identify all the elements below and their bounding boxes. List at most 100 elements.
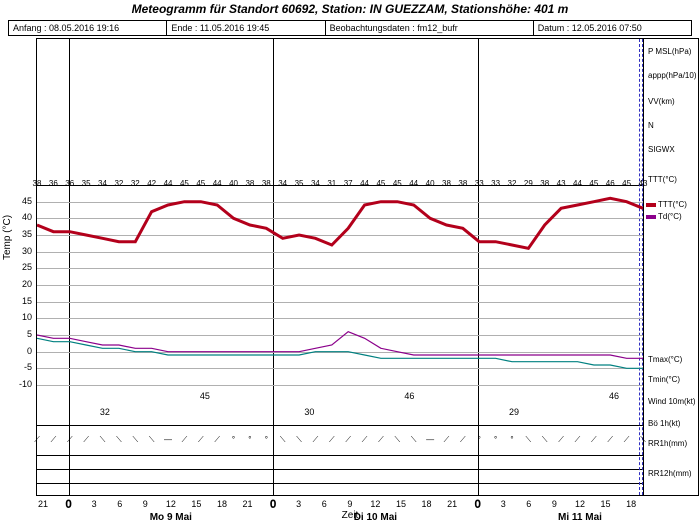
page: Meteogramm für Standort 60692, Station: … (0, 0, 700, 523)
y-tick: 45 (12, 196, 32, 206)
wind-barb: ⟋ (444, 435, 450, 445)
tmin-value: 29 (509, 407, 519, 417)
wind-barb: ° (265, 435, 268, 444)
hdr-beob: Beobachtungsdaten : fm12_bufr (326, 20, 534, 36)
x-tick: 18 (217, 499, 227, 509)
wind-barb: ⟋ (575, 435, 581, 445)
y-tick: 15 (12, 296, 32, 306)
wind-barb: ° (478, 435, 481, 444)
y-tick: -10 (12, 379, 32, 389)
x-tick: 18 (422, 499, 432, 509)
x-tick: 9 (552, 499, 557, 509)
x-tick: 21 (447, 499, 457, 509)
rlab-ttt0: TTT(°C) (648, 175, 677, 184)
hdr-ende-val: 11.05.2016 19:45 (200, 23, 269, 33)
wind-barb: ⟍ (149, 435, 155, 445)
wind-barb: ⟍ (542, 435, 548, 445)
rlab-wind: Wind 10m(kt) (648, 397, 696, 406)
legend-ttt: TTT(°C) (646, 200, 687, 209)
tmax-value: 46 (609, 391, 619, 401)
rlab-tmax: Tmax(°C) (648, 355, 682, 364)
x-tick: 21 (38, 499, 48, 509)
wind-barb: — (164, 435, 172, 444)
wind-barb: ⟋ (607, 435, 613, 445)
rlab-sigwx: SIGWX (648, 145, 675, 154)
right-label-column: P MSL(hPa) appp(hPa/10) VV(km) N SIGWX T… (644, 38, 699, 496)
hdr-ende-label: Ende : (171, 23, 197, 33)
x-tick: 3 (92, 499, 97, 509)
wind-barb: ⟋ (460, 435, 466, 445)
y-tick: 5 (12, 329, 32, 339)
x-tick: 6 (322, 499, 327, 509)
hdr-beob-label: Beobachtungsdaten : (330, 23, 415, 33)
wind-barb: ° (232, 435, 235, 444)
legend-ttt-swatch (646, 203, 656, 207)
tmax-value: 45 (200, 391, 210, 401)
page-title: Meteogramm für Standort 60692, Station: … (0, 2, 700, 16)
wind-barb: ⟋ (624, 435, 630, 445)
x-tick: 18 (626, 499, 636, 509)
y-tick: 0 (12, 346, 32, 356)
hdr-beob-val: fm12_bufr (417, 23, 458, 33)
x-tick: 15 (601, 499, 611, 509)
wind-barb: ⟋ (313, 435, 319, 445)
wind-barb: ⟍ (411, 435, 417, 445)
wind-barb: ⟋ (362, 435, 368, 445)
rlab-rr12h: RR12h(mm) (648, 469, 692, 478)
x-axis-label: Zeit (0, 510, 700, 521)
hdr-datum: Datum : 12.05.2016 07:50 (534, 20, 692, 36)
legend-td-swatch (646, 215, 656, 219)
wind-barb: ⟋ (591, 435, 597, 445)
x-tick: 3 (501, 499, 506, 509)
legend-ttt-label: TTT(°C) (658, 200, 687, 209)
rlab-appp: appp(hPa/10) (648, 71, 696, 80)
x-tick: 12 (166, 499, 176, 509)
wind-barb: ⟋ (345, 435, 351, 445)
wind-barb: ⟋ (34, 435, 40, 445)
tmin-value: 30 (304, 407, 314, 417)
wind-barb: ⟍ (296, 435, 302, 445)
wind-barb: ⟍ (132, 435, 138, 445)
x-tick: 12 (575, 499, 585, 509)
wind-barb: ⟍ (100, 435, 106, 445)
hdr-anfang-val: 08.05.2016 19:16 (49, 23, 119, 33)
wind-barb: ° (248, 435, 251, 444)
wind-barb: ° (494, 435, 497, 444)
hdr-ende: Ende : 11.05.2016 19:45 (167, 20, 325, 36)
wind-barb: ⟋ (558, 435, 564, 445)
x-tick: 12 (370, 499, 380, 509)
wind-barb: ⟍ (116, 435, 122, 445)
wind-barb: ⟍ (395, 435, 401, 445)
rlab-n: N (648, 121, 654, 130)
rlab-pmsl: P MSL(hPa) (648, 47, 691, 56)
x-tick: 3 (296, 499, 301, 509)
x-tick: 9 (347, 499, 352, 509)
y-tick: 20 (12, 279, 32, 289)
hdr-datum-val: 12.05.2016 07:50 (572, 23, 642, 33)
rlab-vv: VV(km) (648, 97, 675, 106)
plot-area: 210369121518210369121518210369121518000M… (36, 38, 644, 496)
x-tick: 15 (191, 499, 201, 509)
y-tick: 25 (12, 262, 32, 272)
x-tick: 21 (243, 499, 253, 509)
y-tick: 30 (12, 246, 32, 256)
y-tick: 10 (12, 312, 32, 322)
hdr-anfang-label: Anfang : (13, 23, 47, 33)
hdr-datum-label: Datum : (538, 23, 570, 33)
y-tick: -5 (12, 362, 32, 372)
wind-barb: ⟋ (51, 435, 57, 445)
wind-barb: ⟍ (526, 435, 532, 445)
tmax-value: 46 (404, 391, 414, 401)
wind-barb: — (426, 435, 434, 444)
wind-barb: ⟋ (83, 435, 89, 445)
x-tick: 15 (396, 499, 406, 509)
wind-barb: ⟍ (280, 435, 286, 445)
y-tick: 40 (12, 212, 32, 222)
x-tick: 9 (143, 499, 148, 509)
x-tick: 6 (117, 499, 122, 509)
x-day-zero: 0 (65, 497, 72, 511)
x-tick: 6 (526, 499, 531, 509)
wind-barb: ⟋ (329, 435, 335, 445)
wind-barb: ⟋ (182, 435, 188, 445)
wind-barb: ⟋ (378, 435, 384, 445)
